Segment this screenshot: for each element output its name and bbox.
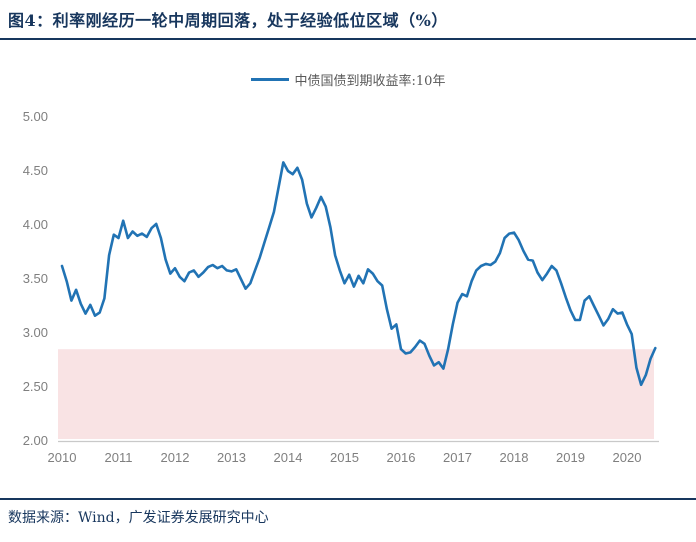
x-tick-label: 2012 <box>160 450 190 465</box>
x-tick-label: 2010 <box>47 450 77 465</box>
title-rule <box>0 38 696 40</box>
figure-title: 图4：利率刚经历一轮中周期回落，处于经验低位区域（%） <box>8 11 448 30</box>
legend-label: 中债国债到期收益率:10年 <box>294 74 446 89</box>
y-tick-label: 2.50 <box>22 379 48 394</box>
x-tick-label: 2016 <box>386 450 416 465</box>
x-tick-label: 2017 <box>443 450 472 465</box>
low-zone-band <box>58 349 654 439</box>
x-tick-label: 2013 <box>217 450 246 465</box>
y-tick-label: 4.00 <box>22 217 48 232</box>
y-tick-label: 5.00 <box>22 109 48 124</box>
x-tick-label: 2020 <box>612 450 642 465</box>
y-tick-label: 2.00 <box>22 433 48 448</box>
x-tick-label: 2019 <box>556 450 585 465</box>
footer-rule <box>0 498 696 500</box>
chart-legend: 中债国债到期收益率:10年 <box>0 70 696 89</box>
legend-line-swatch <box>250 78 289 81</box>
yield-line-series <box>60 161 657 387</box>
x-tick-label: 2014 <box>273 450 303 465</box>
x-tick-label: 2015 <box>330 450 359 465</box>
y-tick-label: 3.50 <box>22 271 48 286</box>
data-source-note: 数据来源：Wind，广发证券发展研究中心 <box>8 510 269 526</box>
y-tick-label: 4.50 <box>22 163 48 178</box>
x-tick-label: 2011 <box>104 450 133 465</box>
x-tick-label: 2018 <box>499 450 529 465</box>
y-tick-label: 3.00 <box>22 325 48 340</box>
